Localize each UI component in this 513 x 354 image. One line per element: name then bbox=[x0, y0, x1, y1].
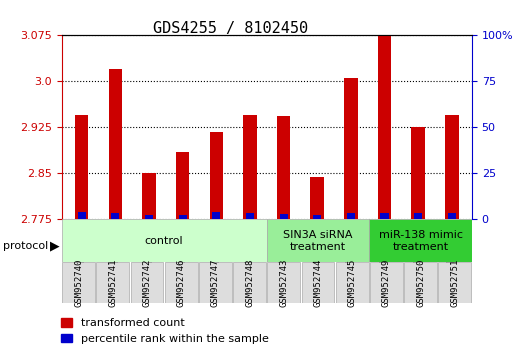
Text: GSM952745: GSM952745 bbox=[348, 258, 357, 307]
Bar bbox=[381, 213, 388, 219]
FancyBboxPatch shape bbox=[439, 262, 471, 303]
Bar bbox=[414, 213, 422, 219]
Bar bbox=[280, 214, 288, 219]
FancyBboxPatch shape bbox=[233, 262, 266, 303]
Bar bbox=[212, 212, 221, 219]
Bar bbox=[77, 212, 86, 219]
Text: GSM952750: GSM952750 bbox=[416, 258, 425, 307]
FancyBboxPatch shape bbox=[370, 262, 403, 303]
Text: GSM952747: GSM952747 bbox=[211, 258, 220, 307]
Bar bbox=[310, 177, 324, 219]
Text: GSM952746: GSM952746 bbox=[177, 258, 186, 307]
FancyBboxPatch shape bbox=[336, 262, 369, 303]
FancyBboxPatch shape bbox=[199, 262, 232, 303]
Bar bbox=[313, 215, 321, 219]
Text: GSM952744: GSM952744 bbox=[313, 258, 323, 307]
Bar bbox=[448, 213, 456, 219]
Bar bbox=[445, 115, 459, 219]
Text: GSM952749: GSM952749 bbox=[382, 258, 391, 307]
Bar bbox=[109, 69, 122, 219]
Bar bbox=[210, 132, 223, 219]
Bar bbox=[277, 116, 290, 219]
FancyBboxPatch shape bbox=[267, 219, 369, 262]
Bar bbox=[347, 213, 355, 219]
Bar bbox=[243, 115, 256, 219]
FancyBboxPatch shape bbox=[369, 219, 472, 262]
FancyBboxPatch shape bbox=[267, 262, 300, 303]
Text: SIN3A siRNA
treatment: SIN3A siRNA treatment bbox=[283, 230, 353, 252]
FancyBboxPatch shape bbox=[62, 219, 267, 262]
Bar bbox=[142, 173, 156, 219]
Text: ▶: ▶ bbox=[50, 240, 60, 252]
Text: protocol: protocol bbox=[3, 241, 48, 251]
Text: GSM952740: GSM952740 bbox=[74, 258, 83, 307]
Bar bbox=[344, 78, 358, 219]
FancyBboxPatch shape bbox=[62, 262, 95, 303]
Bar bbox=[179, 215, 187, 219]
Text: GSM952748: GSM952748 bbox=[245, 258, 254, 307]
Bar bbox=[246, 213, 254, 219]
Bar bbox=[411, 127, 425, 219]
Text: GSM952743: GSM952743 bbox=[280, 258, 288, 307]
Text: GSM952742: GSM952742 bbox=[143, 258, 151, 307]
FancyBboxPatch shape bbox=[404, 262, 437, 303]
Bar bbox=[176, 152, 189, 219]
Text: GSM952751: GSM952751 bbox=[450, 258, 459, 307]
Bar bbox=[75, 115, 88, 219]
Text: GDS4255 / 8102450: GDS4255 / 8102450 bbox=[153, 21, 308, 36]
FancyBboxPatch shape bbox=[131, 262, 164, 303]
FancyBboxPatch shape bbox=[96, 262, 129, 303]
Legend: transformed count, percentile rank within the sample: transformed count, percentile rank withi… bbox=[57, 314, 273, 348]
Text: control: control bbox=[145, 236, 184, 246]
Text: GSM952741: GSM952741 bbox=[108, 258, 117, 307]
Text: miR-138 mimic
treatment: miR-138 mimic treatment bbox=[379, 230, 463, 252]
FancyBboxPatch shape bbox=[302, 262, 334, 303]
FancyBboxPatch shape bbox=[165, 262, 198, 303]
Bar bbox=[378, 35, 391, 219]
Bar bbox=[111, 213, 120, 219]
Bar bbox=[145, 215, 153, 219]
